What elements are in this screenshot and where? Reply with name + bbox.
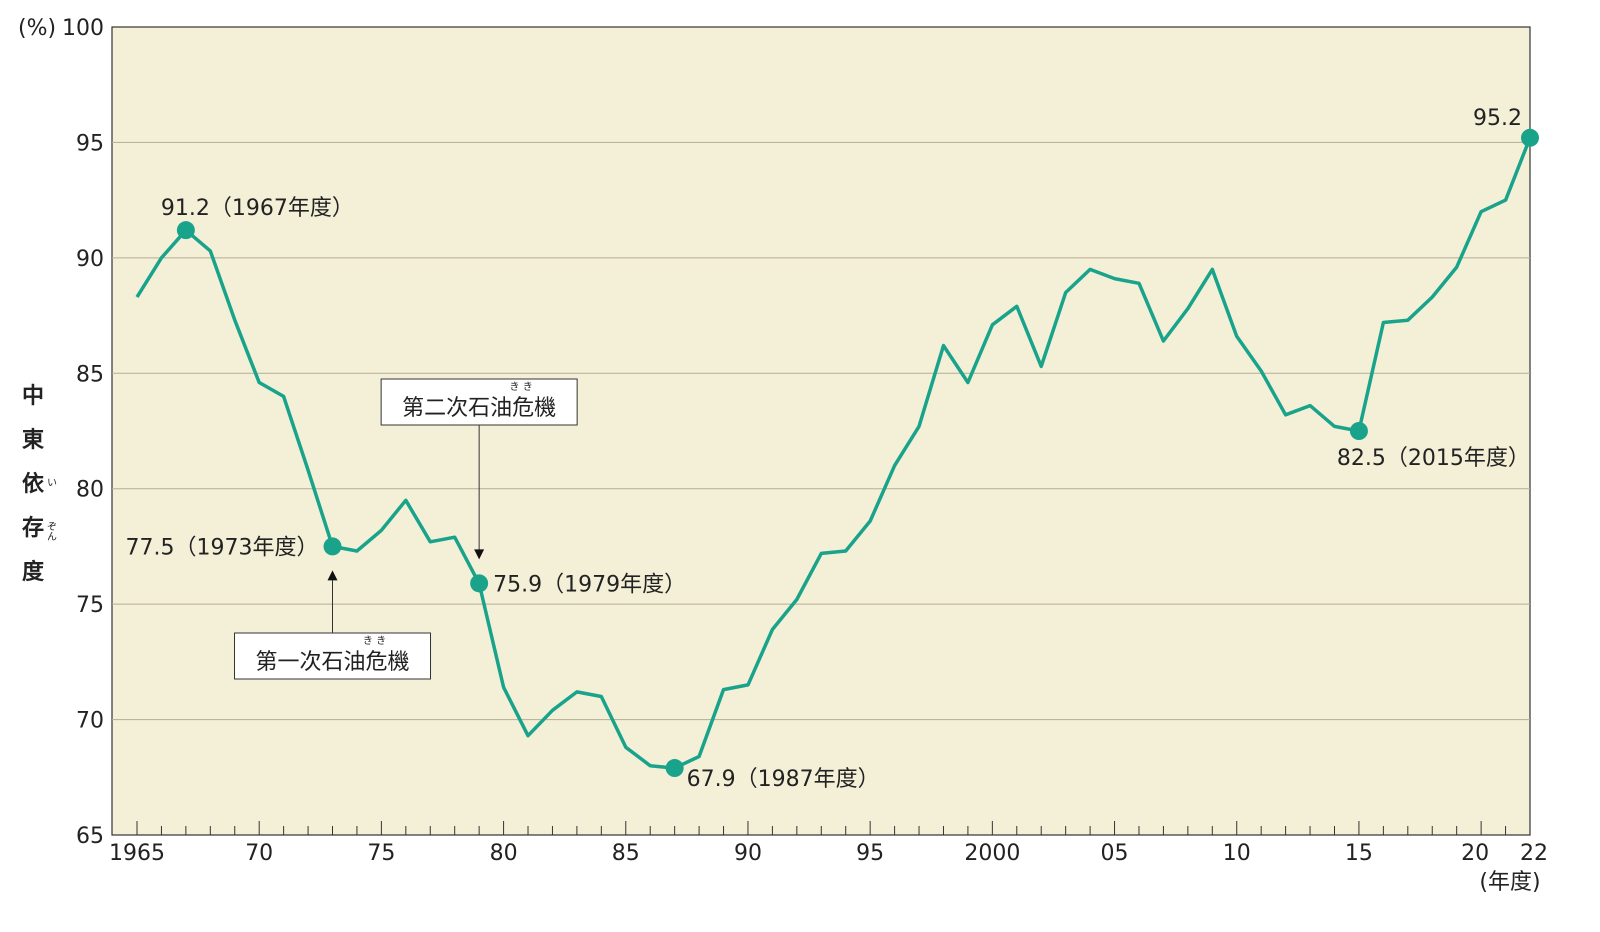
highlight-label: 75.9（1979年度） xyxy=(493,572,686,597)
callout-ruby: き き xyxy=(363,635,386,647)
callout-label: 第一次石油危機 xyxy=(256,650,410,675)
callout-box xyxy=(234,632,432,680)
x-tick-label: 10 xyxy=(1223,841,1251,866)
series-line xyxy=(135,137,1532,770)
gridlines xyxy=(112,141,1530,721)
y-tick-label: 65 xyxy=(76,824,104,849)
x-tick-label: 95 xyxy=(856,841,884,866)
x-tick-label: 15 xyxy=(1345,841,1373,866)
highlight-label: 77.5（1973年度） xyxy=(126,535,319,560)
y-tick-label: 85 xyxy=(76,362,104,387)
x-tick-label: 90 xyxy=(734,841,762,866)
x-tick-label: 20 xyxy=(1461,841,1489,866)
highlight-point xyxy=(470,574,489,593)
axis-ticks: 65 70 75 80 85 90 95 100 1965 70 75 80 85 90 95 2000 05 1… xyxy=(62,16,1548,866)
y-label-char: 東 xyxy=(22,428,44,453)
callout-arrowhead xyxy=(327,570,338,581)
labels-layer: 91.2（1967年度） 77.5（1973年度） 75.9（1979年度） 67.9… xyxy=(126,106,1539,792)
callout-ruby: き き xyxy=(510,381,533,393)
x-tick-label: 75 xyxy=(367,841,395,866)
highlight-point xyxy=(1521,128,1539,147)
x-tick-label: 80 xyxy=(490,841,518,866)
x-tick-label: 1965 xyxy=(109,841,165,866)
y-tick-label: 90 xyxy=(76,247,104,272)
y-label-ruby: ぞん xyxy=(45,521,57,541)
y-tick-label: 95 xyxy=(76,131,104,156)
x-tick-label: 2000 xyxy=(964,841,1020,866)
x-tick-label: 85 xyxy=(612,841,640,866)
callout-arrowhead xyxy=(474,549,485,560)
highlight-point xyxy=(1349,422,1368,440)
highlight-point xyxy=(323,537,342,556)
callout-label: 第二次石油危機 xyxy=(402,396,556,421)
y-unit-label: (%) xyxy=(18,16,56,41)
x-tick-label: 05 xyxy=(1101,841,1129,866)
y-tick-label: 75 xyxy=(76,593,104,618)
y-label-ruby: い xyxy=(45,477,56,487)
y-tick-label: 100 xyxy=(62,16,104,41)
x-tick-label: 70 xyxy=(245,841,273,866)
series-layer xyxy=(135,137,1532,770)
y-tick-label: 80 xyxy=(76,478,104,503)
highlight-label: 82.5（2015年度） xyxy=(1337,446,1530,471)
y-label-char: 度 xyxy=(22,559,45,585)
highlight-point xyxy=(176,221,195,240)
y-label-char: 存 xyxy=(22,515,44,541)
highlight-label: 67.9（1987年度） xyxy=(687,767,880,792)
plot-area xyxy=(111,26,1531,836)
x-tick-label: 22 xyxy=(1520,841,1548,866)
highlight-label: 95.2 xyxy=(1473,106,1522,131)
y-label-char: 中 xyxy=(22,384,44,409)
y-label-char: 依 xyxy=(22,471,45,497)
callout-box xyxy=(380,378,578,426)
y-tick-label: 70 xyxy=(76,709,104,734)
x-unit-label: (年度) xyxy=(1479,870,1540,895)
highlight-label: 91.2（1967年度） xyxy=(161,196,354,221)
highlight-point xyxy=(665,759,684,778)
